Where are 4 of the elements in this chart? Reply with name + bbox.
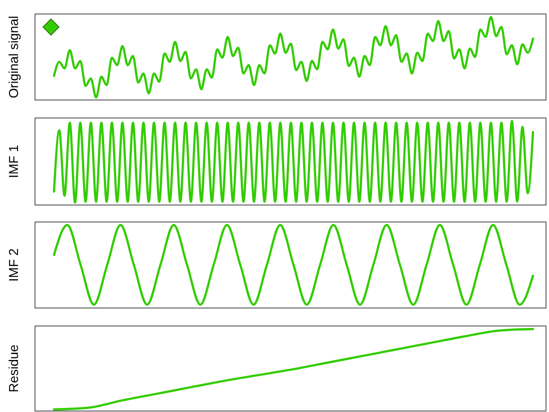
y-axis-title: Original signal	[6, 16, 21, 98]
y-axis-title: IMF 2	[6, 248, 21, 282]
y-axis-title: IMF 1	[6, 144, 21, 178]
y-axis-title: Residue	[6, 344, 21, 392]
